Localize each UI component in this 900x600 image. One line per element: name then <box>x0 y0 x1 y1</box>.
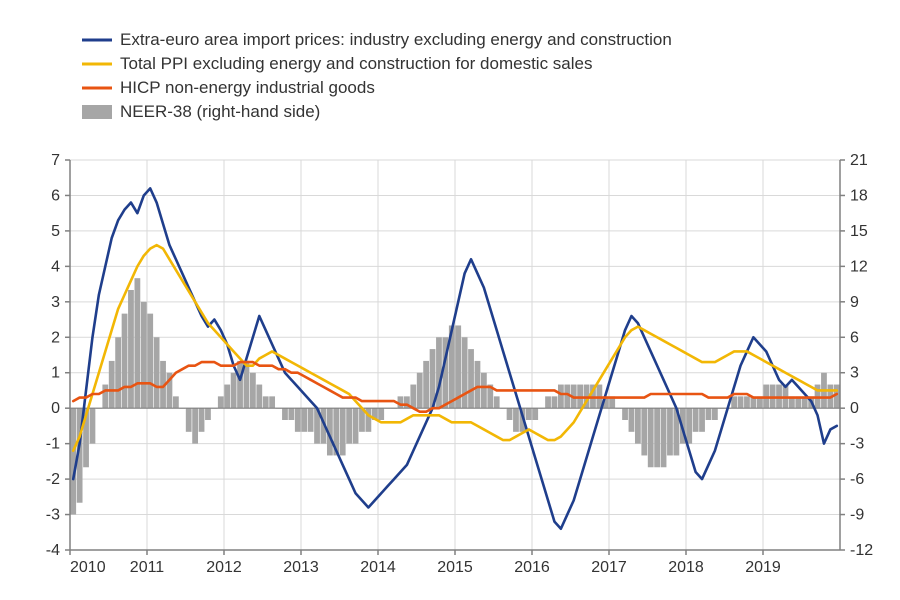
x-tick-label: 2016 <box>514 559 550 576</box>
yright-tick-label: 9 <box>850 294 859 311</box>
legend-label: Total PPI excluding energy and construct… <box>120 54 592 73</box>
legend: Extra-euro area import prices: industry … <box>82 30 672 121</box>
yright-tick-label: 0 <box>850 400 859 417</box>
yleft-tick-label: 1 <box>51 365 60 382</box>
yright-tick-label: -6 <box>850 471 864 488</box>
yleft-tick-label: 0 <box>51 400 60 417</box>
yright-tick-label: 12 <box>850 258 868 275</box>
yright-tick-label: 21 <box>850 152 868 169</box>
yright-tick-label: -3 <box>850 436 864 453</box>
yright-tick-label: -12 <box>850 542 873 559</box>
yleft-tick-label: -1 <box>46 436 60 453</box>
x-tick-label: 2018 <box>668 559 704 576</box>
yleft-tick-label: 4 <box>51 258 60 275</box>
yleft-tick-label: 6 <box>51 187 60 204</box>
x-tick-label: 2014 <box>360 559 396 576</box>
yright-tick-label: -9 <box>850 507 864 524</box>
yleft-tick-label: 5 <box>51 223 60 240</box>
legend-label: HICP non-energy industrial goods <box>120 78 375 97</box>
yleft-tick-label: -4 <box>46 542 60 559</box>
chart-svg: -4-3-2-101234567-12-9-6-3036912151821201… <box>0 0 900 600</box>
yleft-tick-label: -3 <box>46 507 60 524</box>
yleft-tick-label: -2 <box>46 471 60 488</box>
yright-tick-label: 15 <box>850 223 868 240</box>
yright-tick-label: 6 <box>850 329 859 346</box>
x-tick-label: 2015 <box>437 559 473 576</box>
x-tick-label: 2012 <box>206 559 242 576</box>
x-tick-label: 2019 <box>745 559 781 576</box>
yright-tick-label: 18 <box>850 187 868 204</box>
yright-tick-label: 3 <box>850 365 859 382</box>
x-tick-label: 2013 <box>283 559 319 576</box>
price-indices-chart: -4-3-2-101234567-12-9-6-3036912151821201… <box>0 0 900 600</box>
yleft-tick-label: 7 <box>51 152 60 169</box>
yleft-tick-label: 2 <box>51 329 60 346</box>
yleft-tick-label: 3 <box>51 294 60 311</box>
legend-label: Extra-euro area import prices: industry … <box>120 30 672 49</box>
x-tick-label: 2017 <box>591 559 627 576</box>
x-tick-label: 2010 <box>70 559 106 576</box>
legend-label: NEER-38 (right-hand side) <box>120 102 320 121</box>
x-tick-label: 2011 <box>130 559 165 576</box>
